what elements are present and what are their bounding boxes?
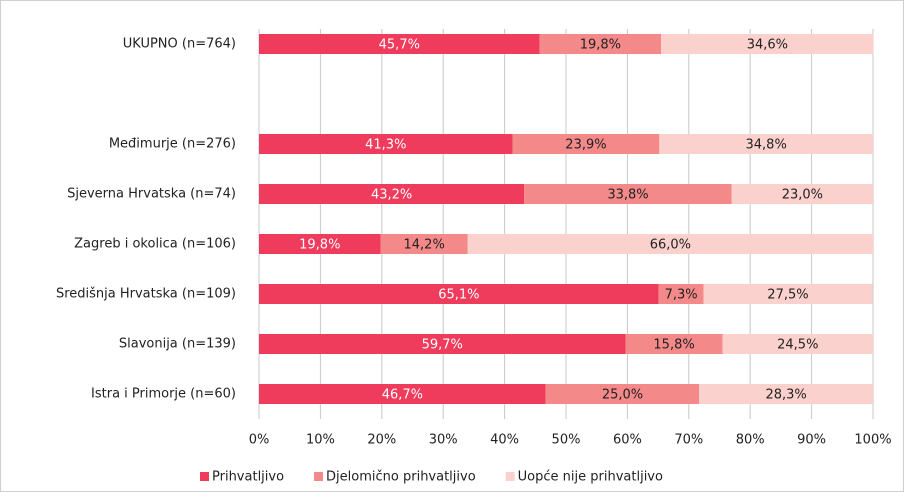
y-tick-label: Slavonija (n=139): [119, 337, 236, 352]
bar-segment: [259, 384, 546, 404]
legend-label: Prihvatljivo: [212, 470, 284, 485]
y-tick-label: Istra i Primorje (n=60): [91, 387, 236, 402]
legend-swatch: [314, 472, 324, 481]
bar-segment: [545, 384, 700, 404]
data-label: 43,2%: [371, 188, 412, 203]
y-tick-label: Središnja Hrvatska (n=109): [56, 287, 236, 302]
bar-segment: [259, 134, 513, 154]
bar-segment: [658, 284, 704, 304]
bar-segment: [467, 234, 873, 254]
legend-swatch: [200, 472, 209, 481]
x-tick-label: 50%: [552, 433, 581, 448]
x-tick-label: 80%: [736, 433, 765, 448]
bar-segment: [625, 334, 723, 354]
bar-segment: [539, 34, 662, 54]
data-label: 19,8%: [299, 238, 340, 253]
x-tick-label: 30%: [429, 433, 458, 448]
data-label: 41,3%: [365, 138, 406, 153]
y-tick-label: Zagreb i okolica (n=106): [74, 237, 236, 252]
bar-segment: [259, 34, 540, 54]
y-tick-label: Međimurje (n=276): [109, 137, 236, 152]
bar-segment: [259, 284, 659, 304]
x-tick-label: 70%: [674, 433, 703, 448]
x-tick-label: 0%: [249, 433, 270, 448]
data-label: 33,8%: [607, 188, 648, 203]
bar-segment: [699, 384, 873, 404]
data-label: 14,2%: [404, 238, 445, 253]
data-label: 27,5%: [767, 288, 808, 303]
legend-swatch: [505, 472, 515, 481]
x-tick-label: 60%: [613, 433, 642, 448]
y-tick-label: UKUPNO (n=764): [123, 37, 236, 52]
data-label: 46,7%: [382, 388, 423, 403]
bar-segment: [524, 184, 732, 204]
data-label: 65,1%: [438, 288, 479, 303]
data-label: 7,3%: [665, 288, 698, 303]
bar-segment: [722, 334, 873, 354]
x-tick-label: 10%: [306, 433, 335, 448]
x-tick-label: 20%: [367, 433, 396, 448]
bar-segment: [703, 284, 873, 304]
data-label: 24,5%: [777, 338, 818, 353]
data-label: 34,8%: [746, 138, 787, 153]
x-tick-label: 100%: [854, 433, 891, 448]
data-label: 28,3%: [765, 388, 806, 403]
bar-segment: [259, 234, 381, 254]
data-label: 23,9%: [565, 138, 606, 153]
bar-segment: [731, 184, 873, 204]
data-label: 34,6%: [747, 38, 788, 53]
x-tick-label: 90%: [797, 433, 826, 448]
bar-segment: [259, 184, 525, 204]
data-label: 45,7%: [379, 38, 420, 53]
data-label: 66,0%: [650, 238, 691, 253]
bar-segment: [512, 134, 660, 154]
bar-segment: [259, 334, 626, 354]
legend-label: Uopće nije prihvatljivo: [518, 470, 663, 485]
bar-segment: [380, 234, 468, 254]
y-tick-label: Sjeverna Hrvatska (n=74): [67, 187, 236, 202]
data-label: 25,0%: [602, 388, 643, 403]
bar-segment: [659, 134, 873, 154]
data-label: 23,0%: [782, 188, 823, 203]
data-label: 19,8%: [580, 38, 621, 53]
bar-segment: [661, 34, 874, 54]
data-label: 59,7%: [422, 338, 463, 353]
data-label: 15,8%: [653, 338, 694, 353]
legend-label: Djelomično prihvatljivo: [326, 470, 476, 485]
x-tick-label: 40%: [490, 433, 519, 448]
